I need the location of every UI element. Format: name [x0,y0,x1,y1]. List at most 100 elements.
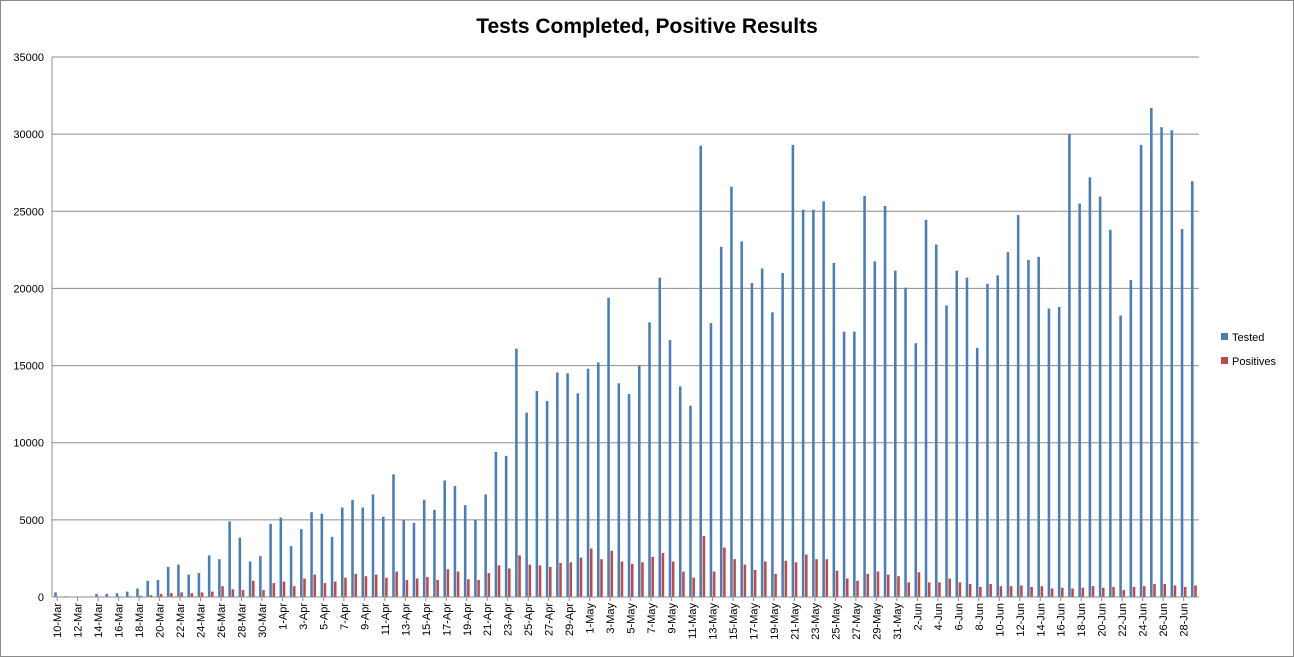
x-tick-label: 26-Mar [216,603,228,638]
bar-positives [456,571,460,597]
x-tick-label: 15-Apr [421,603,433,636]
bar-tested [863,195,866,598]
bar-positives [252,580,255,597]
x-tick-label: 2-Jun [912,603,924,631]
y-axis-ticks: 0 5000 10000 15000 20000 25000 30000 35000 [13,52,44,604]
bar-tested [1037,256,1040,597]
bar-tested [658,277,662,597]
bar-positives [620,561,624,597]
bar-positives [405,580,409,597]
bar-positives [1081,587,1085,597]
bar-positives [886,574,890,597]
x-tick-label: 18-Jun [1076,603,1088,637]
bar-positives [917,572,921,597]
bar-positives [508,568,511,597]
bar-positives [733,559,736,597]
bar-tested [136,588,139,597]
chart-title: Tests Completed, Positive Results [476,15,818,38]
x-tick-label: 20-Jun [1097,603,1109,637]
bar-tested [996,275,999,597]
bar-tested [853,331,856,597]
bar-positives [149,595,153,597]
bar-tested [361,507,365,597]
bar-tested [310,512,313,597]
bar-positives [784,560,788,597]
bar-positives [682,571,685,597]
bar-tested [422,499,426,597]
bar-positives [170,593,173,597]
x-tick-label: 19-Apr [462,603,474,636]
bar-positives [231,589,235,597]
bar-tested [54,592,57,597]
bar-positives [989,583,992,597]
bar-positives [712,571,716,597]
bar-tested [433,509,436,597]
x-tick-label: 29-May [871,603,883,640]
bar-positives [1183,586,1187,597]
bar-positives [1040,586,1044,597]
bar-tested [156,580,160,597]
x-tick-label: 4-Jun [933,603,945,631]
bar-tested [525,412,528,597]
bar-tested [1027,259,1030,597]
bar-positives [958,582,962,597]
bar-positives [282,581,286,597]
bar-tested [822,201,825,597]
bar-positives [630,563,634,597]
bar-positives [692,577,695,597]
bar-tested [791,144,795,597]
bar-positives [600,559,603,597]
bar-positives [651,556,654,597]
bar-positives [805,554,808,597]
bar-positives [385,577,388,597]
bar-positives [948,578,951,597]
bar-tested [1150,107,1153,597]
bar-tested [535,391,539,597]
bar-positives [907,582,910,597]
bar-tested [556,372,559,597]
x-tick-label: 28-Jun [1179,603,1191,637]
bar-tested [95,593,98,597]
bar-positives [723,547,726,597]
bar-tested [484,494,487,597]
x-tick-label: 10-Mar [52,603,64,638]
bar-tested [689,405,692,597]
bar-tested [1006,252,1010,598]
x-tick-label: 11-May [687,603,699,639]
bar-tested [1139,144,1143,597]
x-tick-label: 14-Jun [1035,603,1047,637]
x-tick-label: 13-Apr [400,603,412,636]
bar-positives [661,553,665,597]
bar-tested [934,244,938,597]
bar-positives [845,578,849,597]
x-tick-label: 12-Mar [73,603,85,638]
bar-tested [1160,127,1163,597]
x-tick-label: 21-Apr [482,603,494,636]
bar-tested [197,573,201,597]
bar-tested [515,348,518,597]
bar-tested [730,186,733,597]
bar-tested [228,521,231,597]
axes [51,57,1199,598]
bar-positives [1061,587,1064,597]
bar-tested [1119,315,1122,597]
bar-tested [504,455,508,597]
bar-tested [320,513,324,597]
x-tick-label: 24-Jun [1138,603,1150,637]
bar-tested [545,401,549,597]
bar-positives [241,590,245,597]
bar-positives [159,593,163,597]
bars [54,107,1197,598]
bar-tested [1068,134,1071,597]
bar-tested [699,145,702,597]
bar-tested [597,362,600,597]
bar-tested [1057,306,1061,597]
bar-tested [392,474,395,597]
legend-swatch-positives [1221,357,1228,364]
bar-tested [259,556,262,597]
bar-positives [1194,585,1197,597]
bar-positives [549,566,552,597]
bar-positives [1132,586,1136,597]
bar-positives [333,581,337,597]
x-tick-label: 26-Jun [1158,603,1170,637]
